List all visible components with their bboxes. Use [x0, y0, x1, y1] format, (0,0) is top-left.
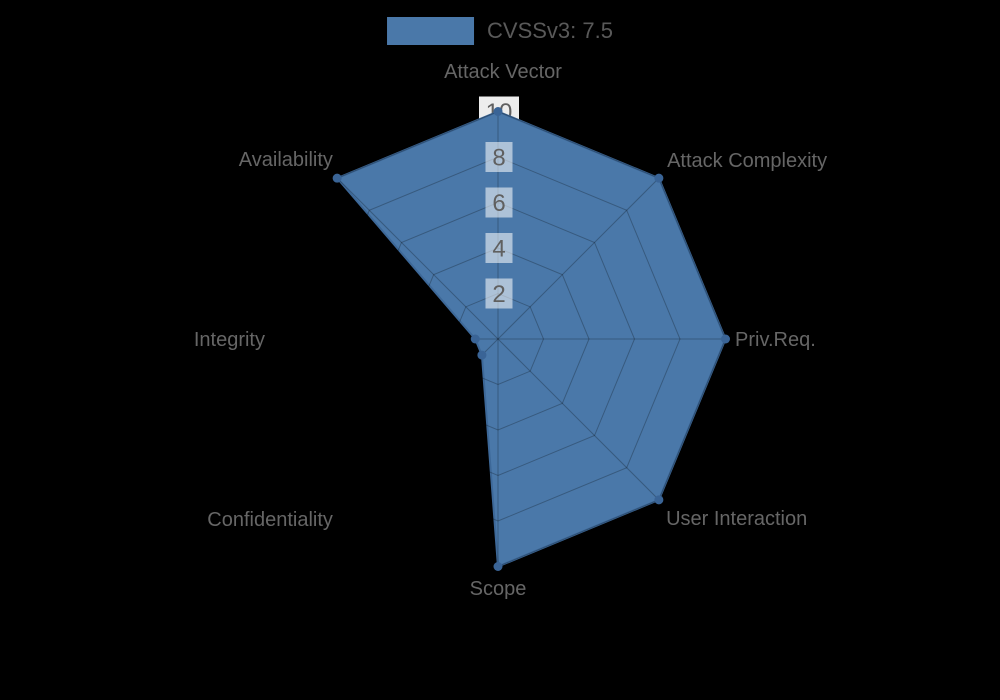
grid-ring — [451, 292, 545, 386]
axis-label-priv-req: Priv.Req. — [735, 329, 816, 351]
grid-ring — [315, 156, 681, 522]
axis-label-attack-vector: Attack Vector — [444, 61, 562, 83]
vertex-dot — [493, 562, 503, 571]
axis-spoke — [336, 177, 499, 340]
tick-backdrop — [485, 278, 513, 309]
grid-ring — [360, 201, 636, 477]
axis-spoke — [336, 338, 499, 501]
axis-label-integrity: Integrity — [194, 329, 265, 351]
tick-label: 6 — [492, 190, 505, 217]
legend-label: CVSSv3: 7.5 — [487, 18, 613, 43]
tick-label: 8 — [492, 145, 505, 172]
tick-label: 2 — [492, 281, 505, 308]
vertex-dot — [654, 495, 664, 505]
vertex-dot — [721, 334, 730, 344]
legend-swatch — [387, 17, 475, 45]
vertex-dot — [654, 173, 664, 183]
tick-label: 4 — [492, 236, 505, 263]
tick-backdrop — [485, 142, 513, 172]
legend-item[interactable]: CVSSv3: 7.5 — [387, 17, 613, 45]
axis-label-scope: Scope — [470, 578, 527, 600]
grid-ring — [406, 247, 590, 431]
tick-backdrop — [485, 233, 513, 263]
axis-spoke — [497, 338, 660, 501]
vertex-dot — [477, 350, 487, 360]
axis-spoke — [497, 177, 660, 340]
axis-label-user-interaction: User Interaction — [666, 508, 807, 530]
axis-label-availability: Availability — [239, 149, 333, 171]
vertex-dot — [332, 173, 342, 183]
vertex-dot — [470, 334, 480, 344]
axis-label-attack-complexity: Attack Complexity — [667, 150, 827, 172]
axis-label-confidentiality: Confidentiality — [207, 509, 333, 531]
vertex-dot — [493, 107, 503, 116]
tick-backdrop — [485, 187, 513, 218]
